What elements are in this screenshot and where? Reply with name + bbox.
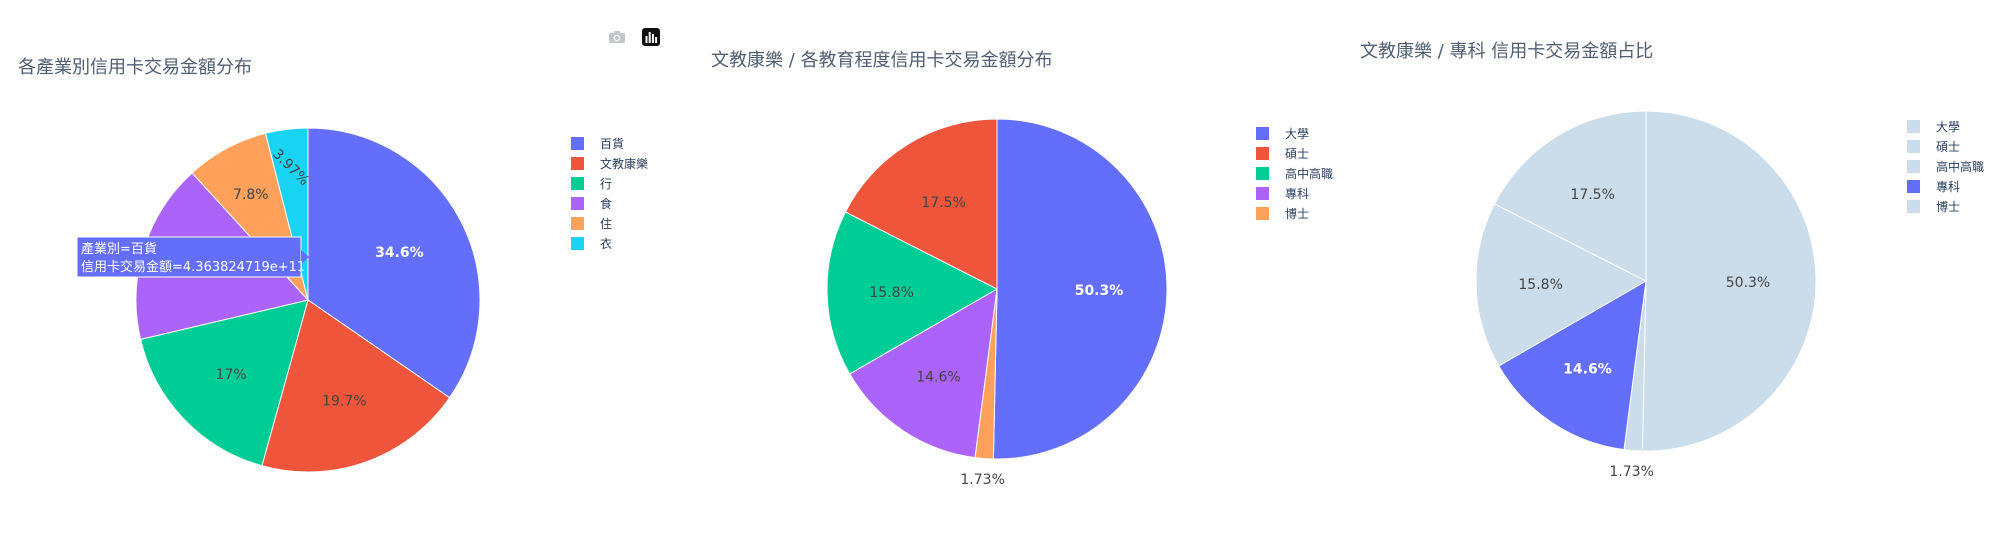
- legend-label: 文教康樂: [600, 156, 648, 171]
- slice-label: 15.8%: [1518, 277, 1562, 293]
- pie-slice[interactable]: [1641, 110, 1817, 452]
- slice-label: 14.6%: [916, 370, 960, 386]
- legend-item[interactable]: 行: [571, 177, 612, 191]
- chart-title: 各產業別信用卡交易金額分布: [18, 57, 252, 78]
- modebar: [606, 26, 662, 48]
- legend-item[interactable]: 大學: [1256, 127, 1309, 141]
- legend-swatch: [571, 217, 584, 230]
- pie-slice[interactable]: [826, 211, 999, 375]
- legend-item[interactable]: 專科: [1907, 180, 1960, 194]
- legend-label: 專科: [1936, 180, 1960, 194]
- pie-slice[interactable]: [844, 118, 998, 290]
- legend-swatch: [1256, 167, 1269, 180]
- tooltip-line-2: 信用卡交易金額=4.363824719e+11: [81, 259, 305, 275]
- slice-label: 17.5%: [1570, 187, 1614, 203]
- legend-swatch: [1907, 200, 1920, 213]
- legend-swatch: [571, 137, 584, 150]
- legend-item[interactable]: 高中高職: [1256, 166, 1333, 181]
- pie-slice[interactable]: [1498, 280, 1647, 451]
- legend-label: 高中高職: [1285, 166, 1333, 181]
- pie-slice[interactable]: [139, 299, 309, 467]
- pie-chart-2: 文教康樂 / 各教育程度信用卡交易金額分布 50.3% 1.73% 14.6% 15.8…: [711, 50, 1333, 488]
- slice-label: 17.5%: [921, 195, 965, 211]
- pie-slice[interactable]: [307, 127, 481, 399]
- slice-label: 19.7%: [322, 393, 366, 409]
- legend-swatch: [571, 197, 584, 210]
- legend-swatch: [571, 237, 584, 250]
- legend-label: 大學: [1936, 120, 1960, 134]
- legend-item[interactable]: 百貨: [571, 136, 624, 151]
- legend-label: 食: [600, 196, 612, 211]
- legend-item[interactable]: 食: [571, 196, 612, 211]
- legend-swatch: [1907, 180, 1920, 193]
- pie-slice[interactable]: [1493, 110, 1647, 282]
- slice-label: 1.73%: [1609, 464, 1653, 480]
- tooltip-line-1: 產業別=百貨: [81, 241, 157, 257]
- legend-label: 住: [600, 217, 612, 231]
- legend-label: 博士: [1285, 206, 1309, 221]
- slice-label: 50.3%: [1075, 283, 1124, 299]
- legend-item[interactable]: 博士: [1256, 206, 1309, 221]
- slice-label: 7.8%: [233, 187, 269, 203]
- slice-label: 14.6%: [1563, 362, 1612, 378]
- legend-label: 衣: [600, 236, 612, 251]
- legend-item[interactable]: 住: [571, 217, 612, 231]
- camera-icon[interactable]: [606, 26, 628, 48]
- legend-label: 大學: [1285, 127, 1309, 141]
- legend-label: 高中高職: [1936, 159, 1984, 174]
- legend-item[interactable]: 衣: [571, 236, 612, 251]
- legend-item[interactable]: 碩士: [1907, 140, 1960, 154]
- legend-swatch: [1907, 120, 1920, 133]
- slice-label: 15.8%: [869, 285, 913, 301]
- pie-slice[interactable]: [261, 299, 451, 473]
- pie-chart-3: 文教康樂 / 專科 信用卡交易金額占比 50.3% 1.73% 14.6% 15.8% 1…: [1360, 41, 1984, 480]
- legend-swatch: [1907, 140, 1920, 153]
- pie-slice[interactable]: [849, 288, 998, 459]
- legend-swatch: [571, 177, 584, 190]
- slice-label: 17%: [216, 367, 247, 383]
- legend-label: 百貨: [600, 136, 624, 151]
- legend-swatch: [1256, 187, 1269, 200]
- legend-item[interactable]: 博士: [1907, 199, 1960, 214]
- slice-label: 50.3%: [1726, 275, 1770, 291]
- legend-item[interactable]: 碩士: [1256, 147, 1309, 161]
- legend-item[interactable]: 專科: [1256, 187, 1309, 201]
- legend-label: 博士: [1936, 199, 1960, 214]
- legend-swatch: [1256, 207, 1269, 220]
- pie-slice[interactable]: [1475, 203, 1648, 367]
- legend-item[interactable]: 文教康樂: [571, 156, 648, 171]
- legend-item[interactable]: 大學: [1907, 120, 1960, 134]
- legend-label: 碩士: [1936, 140, 1960, 154]
- legend-label: 行: [600, 177, 612, 191]
- slice-label: 1.73%: [960, 472, 1004, 488]
- legend-swatch: [1256, 147, 1269, 160]
- legend-swatch: [1256, 127, 1269, 140]
- slice-label: 34.6%: [375, 245, 424, 261]
- legend-label: 專科: [1285, 187, 1309, 201]
- legend-swatch: [571, 157, 584, 170]
- chart-title: 文教康樂 / 專科 信用卡交易金額占比: [1360, 41, 1653, 62]
- legend-item[interactable]: 高中高職: [1907, 159, 1984, 174]
- plotly-logo-icon[interactable]: [640, 26, 662, 48]
- chart-title: 文教康樂 / 各教育程度信用卡交易金額分布: [711, 50, 1053, 71]
- legend-label: 碩士: [1285, 147, 1309, 161]
- pie-slice[interactable]: [992, 118, 1168, 460]
- legend-swatch: [1907, 160, 1920, 173]
